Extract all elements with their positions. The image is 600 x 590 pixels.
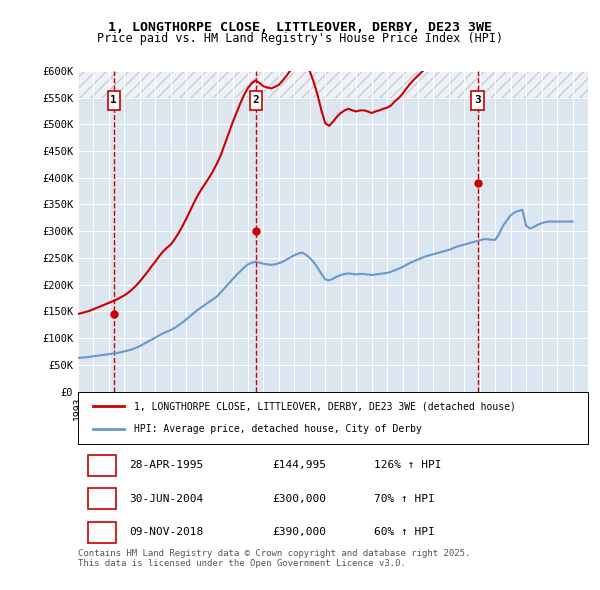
- Text: 1, LONGTHORPE CLOSE, LITTLEOVER, DERBY, DE23 3WE (detached house): 1, LONGTHORPE CLOSE, LITTLEOVER, DERBY, …: [134, 401, 516, 411]
- FancyBboxPatch shape: [472, 91, 484, 110]
- FancyBboxPatch shape: [250, 91, 262, 110]
- Text: 1: 1: [110, 95, 117, 105]
- Text: 1, LONGTHORPE CLOSE, LITTLEOVER, DERBY, DE23 3WE: 1, LONGTHORPE CLOSE, LITTLEOVER, DERBY, …: [108, 21, 492, 34]
- FancyBboxPatch shape: [88, 454, 116, 476]
- Bar: [78, 60, 588, 97]
- Text: 60% ↑ HPI: 60% ↑ HPI: [374, 527, 434, 537]
- Text: £390,000: £390,000: [272, 527, 326, 537]
- Text: 09-NOV-2018: 09-NOV-2018: [129, 527, 203, 537]
- FancyBboxPatch shape: [88, 488, 116, 509]
- FancyBboxPatch shape: [88, 522, 116, 543]
- Text: 30-JUN-2004: 30-JUN-2004: [129, 494, 203, 504]
- Text: 70% ↑ HPI: 70% ↑ HPI: [374, 494, 434, 504]
- Text: 1: 1: [98, 460, 106, 470]
- Text: 3: 3: [474, 95, 481, 105]
- FancyBboxPatch shape: [107, 91, 120, 110]
- Text: £300,000: £300,000: [272, 494, 326, 504]
- Text: £144,995: £144,995: [272, 460, 326, 470]
- Text: 2: 2: [253, 95, 259, 105]
- Text: 126% ↑ HPI: 126% ↑ HPI: [374, 460, 441, 470]
- Text: HPI: Average price, detached house, City of Derby: HPI: Average price, detached house, City…: [134, 424, 422, 434]
- Text: Price paid vs. HM Land Registry's House Price Index (HPI): Price paid vs. HM Land Registry's House …: [97, 32, 503, 45]
- Text: Contains HM Land Registry data © Crown copyright and database right 2025.
This d: Contains HM Land Registry data © Crown c…: [78, 549, 470, 568]
- Text: 28-APR-1995: 28-APR-1995: [129, 460, 203, 470]
- Text: 3: 3: [98, 527, 106, 537]
- Text: 2: 2: [98, 494, 106, 504]
